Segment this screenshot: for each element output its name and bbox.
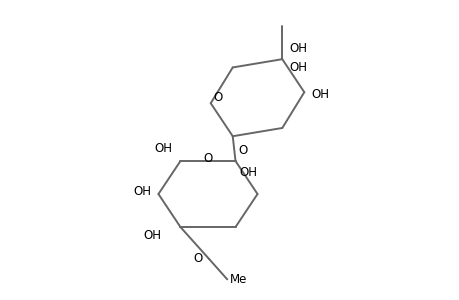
Text: OH: OH <box>134 185 151 198</box>
Text: OH: OH <box>310 88 328 101</box>
Text: OH: OH <box>154 142 172 155</box>
Text: O: O <box>213 91 222 104</box>
Text: Me: Me <box>230 273 247 286</box>
Text: OH: OH <box>288 61 306 74</box>
Text: OH: OH <box>239 166 257 178</box>
Text: O: O <box>238 143 247 157</box>
Text: O: O <box>203 152 212 165</box>
Text: OH: OH <box>288 42 306 55</box>
Text: O: O <box>193 253 202 266</box>
Text: OH: OH <box>143 229 161 242</box>
